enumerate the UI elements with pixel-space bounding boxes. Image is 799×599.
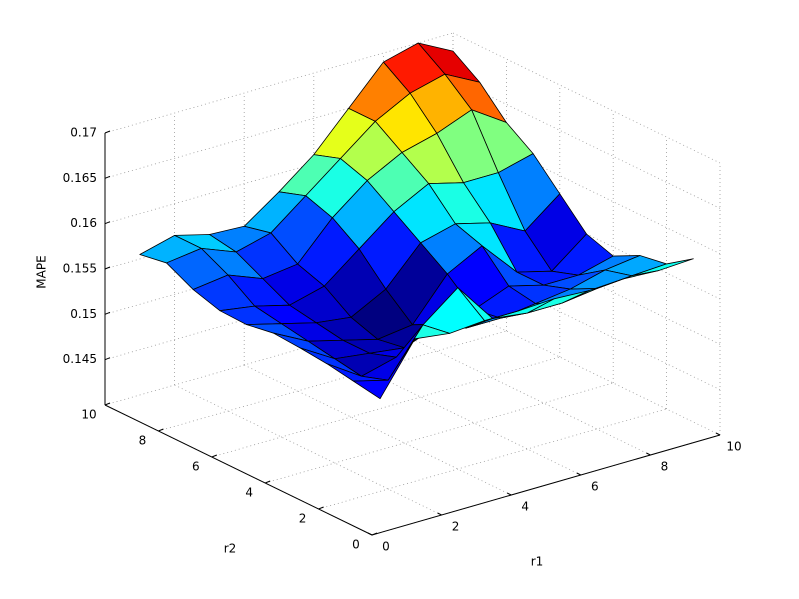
y-tick	[211, 454, 217, 458]
surface-face	[352, 338, 416, 400]
z-tick-label: 0.155	[63, 262, 97, 276]
z-tick-label: 0.15	[70, 307, 97, 321]
grid-line	[174, 384, 442, 516]
x-tick-label: 4	[521, 500, 529, 514]
grid-line	[383, 324, 651, 456]
x-tick	[506, 492, 512, 496]
x-axis-label: r1	[531, 555, 544, 569]
grid-line	[313, 344, 581, 476]
x-axis	[371, 434, 721, 536]
z-tick-label: 0.16	[70, 216, 97, 230]
y-tick	[158, 428, 164, 432]
grid-line	[104, 213, 454, 315]
z-tick-label: 0.145	[63, 352, 97, 366]
x-tick	[437, 512, 442, 516]
grid-line	[318, 408, 667, 510]
y-tick-label: 4	[245, 486, 253, 500]
x-tick-label: 8	[661, 460, 669, 474]
z-tick	[104, 311, 111, 315]
z-tick	[104, 130, 111, 134]
grid-line	[104, 259, 454, 361]
grid-line	[265, 382, 614, 484]
x-tick	[367, 532, 373, 536]
grid-line	[452, 77, 721, 209]
x-tick-label: 2	[452, 520, 460, 534]
z-axis-label: MAPE	[35, 255, 49, 288]
x-tick	[646, 452, 651, 456]
grid-line	[452, 32, 721, 164]
y-tick	[318, 506, 324, 510]
y-tick-label: 6	[192, 460, 200, 474]
grid-line	[452, 259, 721, 391]
z-tick	[104, 357, 111, 361]
x-tick	[715, 432, 721, 436]
z-tick	[104, 266, 111, 270]
grid-line	[452, 304, 721, 436]
grid-line	[104, 77, 454, 179]
grid-line	[211, 356, 560, 458]
x-tick-label: 6	[591, 480, 599, 494]
y-axis	[104, 404, 373, 536]
y-tick-label: 2	[299, 512, 307, 526]
z-tick	[104, 175, 111, 179]
x-tick-label: 10	[726, 440, 741, 454]
y-axis-label: r2	[224, 542, 237, 556]
z-tick	[104, 221, 111, 225]
z-tick-label: 0.17	[70, 126, 97, 140]
x-tick	[576, 472, 582, 476]
y-tick-label: 0	[352, 538, 360, 552]
grid-line	[158, 330, 507, 432]
grid-line	[452, 123, 721, 255]
y-tick-label: 8	[139, 434, 147, 448]
y-tick	[371, 532, 378, 536]
y-tick-label: 10	[81, 408, 96, 422]
z-tick-label: 0.165	[63, 171, 97, 185]
y-tick	[265, 480, 271, 484]
grid-line	[104, 304, 454, 406]
grid-line	[244, 364, 512, 496]
grid-line	[104, 32, 454, 134]
x-tick-label: 0	[382, 540, 390, 554]
grid-line	[104, 123, 454, 225]
y-tick	[104, 402, 111, 406]
